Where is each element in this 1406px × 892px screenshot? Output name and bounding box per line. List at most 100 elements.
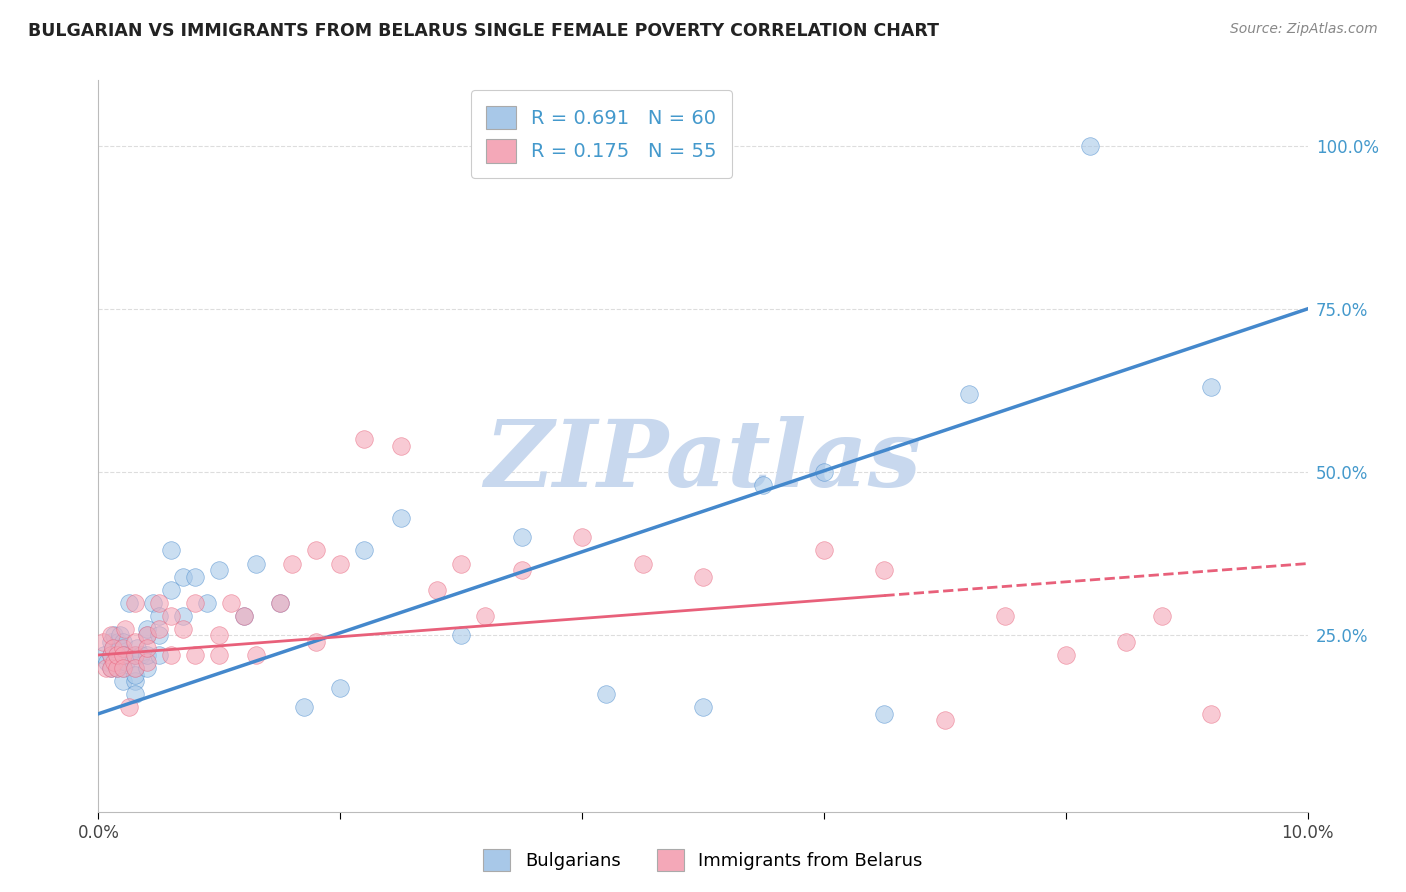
Point <box>100 661 122 675</box>
Point <box>1078 138 1101 153</box>
Point <box>124 596 146 610</box>
Point <box>1152 608 1174 623</box>
Point <box>232 608 254 623</box>
Point <box>232 608 254 623</box>
Point <box>148 608 170 623</box>
Point <box>111 661 134 675</box>
Point <box>160 648 183 662</box>
Point <box>142 596 165 610</box>
Point <box>100 661 122 675</box>
Point <box>135 655 157 669</box>
Point <box>118 700 141 714</box>
Point <box>873 563 896 577</box>
Point <box>100 648 122 662</box>
Point <box>305 635 328 649</box>
Point <box>107 635 129 649</box>
Point <box>172 622 194 636</box>
Point <box>184 569 207 583</box>
Point <box>108 641 131 656</box>
Text: Source: ZipAtlas.com: Source: ZipAtlas.com <box>1230 22 1378 37</box>
Point <box>105 661 128 675</box>
Point <box>105 648 128 662</box>
Point <box>124 648 146 662</box>
Point <box>91 635 114 649</box>
Point <box>105 661 128 675</box>
Point <box>135 622 157 636</box>
Point <box>129 648 152 662</box>
Point <box>281 557 304 571</box>
Point <box>96 655 118 669</box>
Point <box>208 628 231 642</box>
Point <box>353 433 375 447</box>
Point <box>105 648 128 662</box>
Point <box>245 648 267 662</box>
Point <box>510 563 533 577</box>
Point <box>148 622 170 636</box>
Point <box>135 661 157 675</box>
Point <box>426 582 449 597</box>
Point <box>100 648 122 662</box>
Point <box>108 655 131 669</box>
Point <box>329 681 352 695</box>
Point <box>474 608 496 623</box>
Point <box>172 569 194 583</box>
Point <box>245 557 267 571</box>
Point <box>269 596 291 610</box>
Point <box>389 511 412 525</box>
Point <box>101 641 124 656</box>
Point <box>100 628 122 642</box>
Point <box>118 648 141 662</box>
Point <box>124 635 146 649</box>
Point <box>118 596 141 610</box>
Point <box>111 635 134 649</box>
Point <box>184 596 207 610</box>
Point <box>135 648 157 662</box>
Point <box>1054 648 1077 662</box>
Point <box>115 655 138 669</box>
Point <box>100 635 122 649</box>
Point <box>353 543 375 558</box>
Point <box>111 674 134 689</box>
Point <box>160 608 183 623</box>
Point <box>873 706 896 721</box>
Point <box>994 608 1017 623</box>
Point <box>103 655 125 669</box>
Point <box>269 596 291 610</box>
Point <box>389 439 412 453</box>
Point <box>101 641 124 656</box>
Point <box>124 661 146 675</box>
Point <box>195 596 218 610</box>
Point <box>124 661 146 675</box>
Point <box>160 543 183 558</box>
Point <box>692 700 714 714</box>
Point <box>124 667 146 681</box>
Point <box>114 622 136 636</box>
Text: ZIPatlas: ZIPatlas <box>485 416 921 506</box>
Point <box>221 596 243 610</box>
Point <box>160 582 183 597</box>
Point <box>813 543 835 558</box>
Point <box>813 465 835 479</box>
Point <box>135 641 157 656</box>
Point <box>111 648 134 662</box>
Point <box>450 557 472 571</box>
Point <box>450 628 472 642</box>
Point <box>94 661 117 675</box>
Legend: R = 0.691   N = 60, R = 0.175   N = 55: R = 0.691 N = 60, R = 0.175 N = 55 <box>471 90 733 178</box>
Point <box>111 661 134 675</box>
Point <box>292 700 315 714</box>
Point <box>124 674 146 689</box>
Point <box>571 530 593 544</box>
Point <box>93 648 115 662</box>
Point <box>127 641 149 656</box>
Point <box>148 648 170 662</box>
Point <box>1199 706 1222 721</box>
Point <box>1115 635 1137 649</box>
Point <box>148 596 170 610</box>
Point <box>305 543 328 558</box>
Point <box>934 714 956 728</box>
Point <box>631 557 654 571</box>
Point <box>103 628 125 642</box>
Point <box>752 478 775 492</box>
Point <box>957 386 980 401</box>
